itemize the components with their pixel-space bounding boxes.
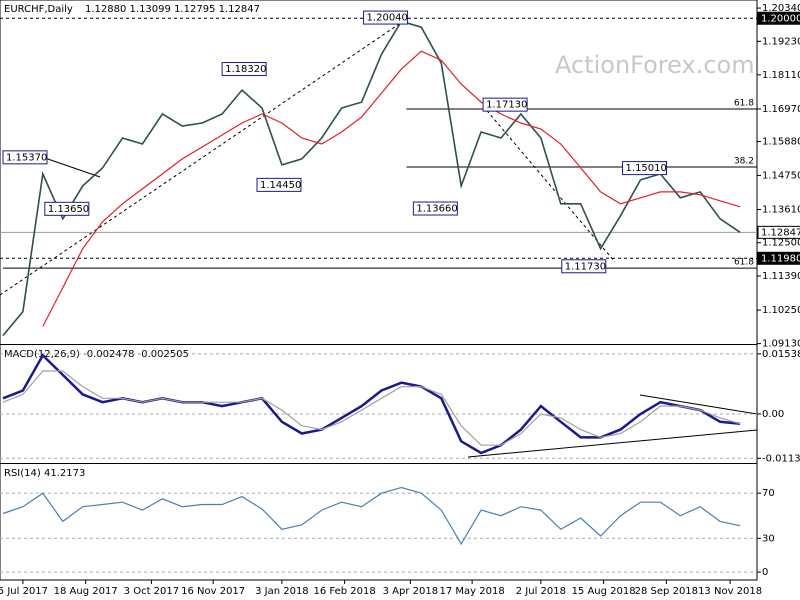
annotation-box [2,150,48,165]
y-tick-label: 30 [762,533,775,544]
x-tick-label: 18 Aug 2017 [54,586,118,597]
annotation-box [221,62,267,77]
trendline [639,394,758,415]
y-tick-label: 1.19230 [762,36,800,47]
level-box [757,251,800,265]
x-tick-label: 16 Nov 2017 [181,586,245,597]
annotation-box [412,201,458,216]
level-label: 1.12847 [761,227,800,238]
trendline [41,156,101,178]
x-tick-label: 17 May 2018 [440,586,505,597]
x-tick-label: 28 Sep 2018 [635,586,698,597]
x-tick-label: 13 Nov 2018 [698,586,762,597]
annotation-box [561,259,607,274]
annotation-label: 1.13650 [48,204,89,215]
annotation-box [256,177,302,192]
y-tick-label: -0.011354 [762,453,800,464]
annotation-label: 1.11730 [565,261,606,272]
y-tick-label: 1.11390 [762,271,800,282]
macd-title: MACD(12,26,9) -0.002478 -0.002505 [4,349,189,360]
y-tick-label: 1.13610 [762,205,800,216]
annotation-label: 1.18320 [225,64,266,75]
x-tick-label: 2 Jul 2018 [516,586,566,597]
y-tick-label: 70 [762,488,775,499]
annotation-label: 1.15010 [626,163,667,174]
x-tick-label: 3 Jan 2018 [255,586,309,597]
x-tick-label: 15 Aug 2018 [572,586,636,597]
fib-label: 61.8 [734,258,754,268]
y-tick-label: 1.14750 [762,170,800,181]
watermark: ActionForex.com [555,51,755,79]
y-tick-label: 1.12500 [762,238,800,249]
y-tick-label: 1.20340 [762,3,800,14]
x-tick-label: 5 Jul 2017 [0,586,48,597]
level-label: 1.20000 [761,13,800,24]
y-tick-label: 0.00 [762,409,784,420]
chart-title: EURCHF,Daily [4,4,73,15]
series-line [2,486,741,546]
fib-label: 38.2 [734,157,754,167]
annotation-box [482,97,528,112]
x-tick-label: 16 Feb 2018 [314,586,376,597]
annotation-label: 1.13660 [416,204,457,215]
series-line [2,20,741,337]
y-tick-label: 0.015385 [762,349,800,360]
y-tick-label: 1.16970 [762,104,800,115]
trendline [482,105,616,263]
annotation-box [363,10,409,25]
rsi-title: RSI(14) 41.2173 [4,468,85,479]
level-box [757,11,800,25]
y-tick-label: 0 [762,567,768,578]
series-line [2,370,741,446]
level-label: 1.11980 [761,253,800,264]
annotation-box [44,201,90,216]
level-box [757,225,800,239]
y-tick-label: 1.18110 [762,70,800,81]
x-tick-label: 3 Oct 2017 [124,586,179,597]
annotation-label: 1.20040 [367,13,408,24]
y-tick-label: 1.10250 [762,305,800,316]
quote: 1.12880 1.13099 1.12795 1.12847 [85,4,260,15]
fib-label: 61.8 [734,98,754,108]
series-line [42,50,741,327]
trendline [467,429,758,458]
y-tick-label: 1.15880 [762,137,800,148]
y-tick-label: 1.09130 [762,339,800,350]
x-tick-label: 3 Apr 2018 [383,586,438,597]
annotation-box [622,161,668,176]
annotation-label: 1.17130 [486,100,527,111]
annotation-label: 1.14450 [260,180,301,191]
annotation-label: 1.15370 [6,152,47,163]
